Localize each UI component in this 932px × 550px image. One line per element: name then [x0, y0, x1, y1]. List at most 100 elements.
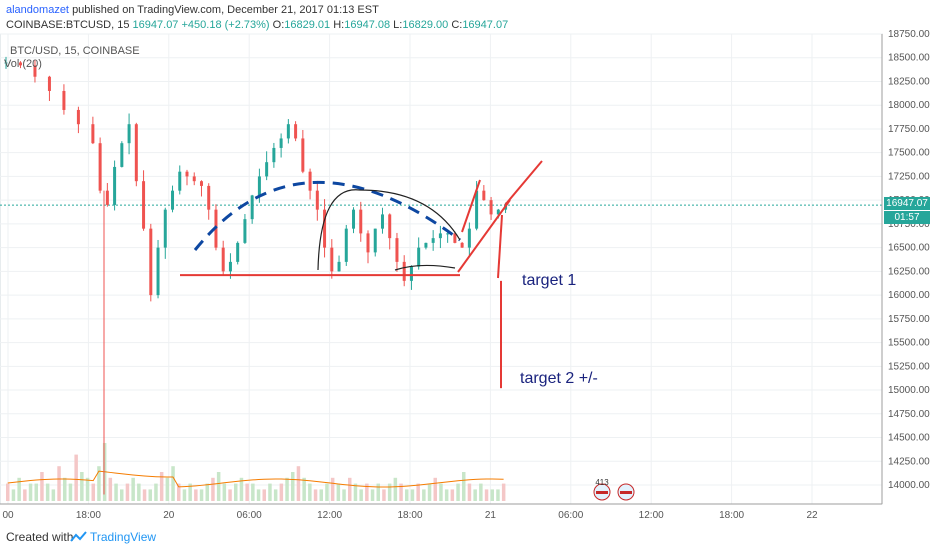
candle-body [120, 143, 124, 167]
price-tick-label: 15250.00 [888, 361, 930, 372]
candle-body [344, 228, 348, 262]
candle-body [337, 261, 341, 272]
volume-bar [467, 483, 472, 501]
volume-bar [251, 483, 255, 501]
volume-bar [120, 489, 124, 501]
ohlc-high: 16947.08 [344, 19, 391, 31]
publish-line: alandomazet published on TradingView.com… [6, 4, 379, 16]
footer: Created with TradingView [0, 526, 932, 550]
volume-bar [490, 489, 494, 501]
volume-bar [91, 483, 95, 501]
candle-body [221, 247, 225, 272]
ohlc-c-label: C: [451, 19, 463, 31]
candle-body [388, 214, 392, 239]
volume-bar [302, 477, 306, 501]
volume-bar [319, 489, 323, 501]
candle-body [352, 209, 356, 229]
candle-body [409, 266, 413, 281]
volume-bar [11, 489, 16, 501]
candle-body [134, 124, 138, 182]
candle-body [446, 233, 450, 235]
volume-bar [137, 483, 141, 501]
volume-bar [376, 483, 380, 501]
volume-bar [97, 466, 101, 501]
user-drawings [180, 160, 543, 389]
volume-bar [285, 477, 289, 501]
volume-bar [416, 483, 420, 501]
candle-body [142, 181, 146, 229]
symbol-legend: BTC/USD, 15, COINBASE [10, 45, 140, 57]
price-tick-label: 17750.00 [888, 124, 930, 135]
candle-body [243, 219, 247, 243]
volume-bar [194, 489, 198, 501]
candle-body [395, 238, 399, 262]
volume-bar [450, 489, 455, 501]
ohlc-low: 16829.00 [402, 19, 449, 31]
event-count-badge: 413 [595, 478, 609, 487]
volume-bar [234, 483, 238, 501]
volume-bar [159, 472, 164, 501]
candle-body [453, 233, 457, 243]
volume-bar [40, 472, 44, 501]
time-tick-label: 18:00 [76, 510, 101, 521]
volume-bar [484, 489, 489, 501]
candle-body [91, 124, 95, 144]
volume-bar [262, 489, 266, 501]
volume-bar [239, 477, 244, 501]
candle-body [4, 62, 8, 64]
volume-legend: Vol (20) [4, 58, 42, 70]
volume-bar [387, 483, 392, 501]
candle-body [199, 181, 203, 186]
volume-bar [148, 489, 152, 501]
volume-bar [393, 477, 398, 501]
candle-body [279, 138, 283, 148]
price-tick-label: 18250.00 [888, 76, 930, 87]
time-tick-label: 18:00 [397, 510, 422, 521]
candle-body [47, 76, 51, 91]
volume-bar [353, 483, 358, 501]
volume-bar [273, 489, 278, 501]
tradingview-brand[interactable]: TradingView [90, 530, 157, 544]
time-tick-label: 00 [2, 510, 14, 521]
last-price: 16947.07 [132, 19, 179, 31]
volume-bar [462, 472, 466, 501]
author-link[interactable]: alandomazet [6, 4, 69, 16]
candle-body [192, 176, 196, 182]
candle-body [207, 185, 211, 210]
time-axis: 00 18:00 20 06:00 12:00 18:00 21 06:00 12:00 18:0… [0, 503, 882, 521]
volume-bar [330, 477, 335, 501]
volume-bar [182, 489, 187, 501]
volume-bar [427, 483, 432, 501]
candle-body [178, 171, 182, 191]
candle-body [402, 261, 406, 281]
flag-stripe-icon [620, 491, 632, 494]
black-cup-arc [317, 189, 461, 271]
candle-body [272, 147, 276, 163]
volume-bar [444, 489, 449, 501]
candle-body [105, 190, 109, 205]
candle-body [265, 162, 269, 177]
volume-bar [57, 466, 61, 501]
price-tick-label: 16500.00 [888, 243, 930, 254]
event-icons: 413 [593, 478, 635, 501]
candle-body [424, 242, 428, 248]
candle-body [431, 238, 435, 243]
time-tick-label: 18:00 [719, 510, 744, 521]
candle-body [475, 190, 479, 229]
candle-body [467, 228, 471, 248]
price-chart[interactable]: 18750.00 18500.00 18250.00 18000.00 17750.00… [0, 0, 932, 526]
price-tick-label: 17250.00 [888, 171, 930, 182]
price-tick-label: 17500.00 [888, 148, 930, 159]
price-tick-label: 16750.00 [888, 219, 930, 230]
tradingview-logo-icon [70, 531, 87, 542]
candle-body [380, 214, 384, 229]
candle-body [489, 200, 493, 215]
price-tick-label: 16000.00 [888, 290, 930, 301]
plot-frame [0, 33, 883, 505]
time-tick-label: 12:00 [639, 510, 664, 521]
volume-bar [17, 477, 21, 501]
time-tick-label: 22 [806, 510, 818, 521]
volume-bar [405, 489, 409, 501]
price-change: +450.18 (+2.73%) [181, 19, 270, 31]
volume-bar [154, 483, 158, 501]
